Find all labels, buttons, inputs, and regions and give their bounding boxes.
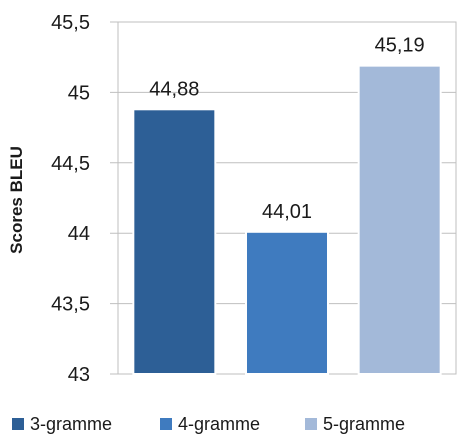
bars xyxy=(132,64,442,376)
y-tick-label: 45,5 xyxy=(51,12,90,34)
bar-4-gramme xyxy=(245,230,329,375)
bar-3-gramme xyxy=(132,108,217,376)
data-labels: 44,88 44,01 45,19 xyxy=(149,35,424,223)
legend-swatch xyxy=(160,418,172,430)
data-label: 45,19 xyxy=(375,35,425,57)
y-tick-label: 44 xyxy=(68,223,90,245)
legend: 3-gramme 4-gramme 5-gramme xyxy=(12,414,405,434)
y-axis-label: Scores BLEU xyxy=(7,146,26,254)
legend-swatch xyxy=(12,418,24,430)
y-tick-label: 44,5 xyxy=(51,153,90,175)
bar-5-gramme xyxy=(357,64,442,375)
y-axis-ticks: 43 43,5 44 44,5 45 45,5 xyxy=(51,12,90,386)
legend-label: 4-gramme xyxy=(178,414,260,434)
legend-label: 3-gramme xyxy=(30,414,112,434)
y-tick-label: 45 xyxy=(68,82,90,104)
y-tick-label: 43,5 xyxy=(51,294,90,316)
legend-swatch xyxy=(305,418,317,430)
y-tick-label: 43 xyxy=(68,364,90,386)
data-label: 44,01 xyxy=(262,201,312,223)
data-label: 44,88 xyxy=(149,78,199,100)
legend-label: 5-gramme xyxy=(323,414,405,434)
